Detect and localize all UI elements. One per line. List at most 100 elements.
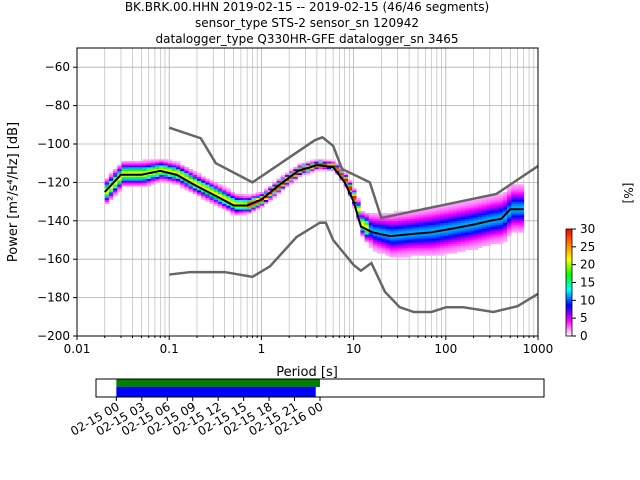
pdf-cell bbox=[406, 230, 411, 233]
pdf-cell bbox=[465, 241, 470, 245]
pdf-cell bbox=[460, 238, 466, 241]
pdf-cell bbox=[268, 195, 273, 199]
pdf-cell bbox=[226, 199, 231, 202]
pdf-cell bbox=[511, 228, 516, 231]
pdf-cell bbox=[452, 216, 458, 220]
pdf-cell bbox=[238, 209, 244, 212]
pdf-cell bbox=[477, 236, 483, 239]
pdf-cell bbox=[104, 193, 110, 197]
pdf-cell bbox=[511, 203, 516, 206]
pdf-cell bbox=[502, 205, 508, 208]
pdf-cell bbox=[356, 205, 361, 208]
pdf-cell bbox=[515, 216, 520, 220]
pdf-cell bbox=[410, 224, 416, 227]
colorbar-tick-label: 30 bbox=[580, 222, 595, 236]
pdf-cell bbox=[259, 193, 265, 197]
pdf-cell bbox=[104, 192, 110, 195]
pdf-cell bbox=[448, 240, 453, 243]
pdf-cell bbox=[444, 207, 449, 210]
pdf-cell bbox=[423, 224, 428, 227]
pdf-cell bbox=[419, 211, 424, 214]
pdf-cell bbox=[188, 180, 194, 183]
pdf-cell bbox=[414, 211, 420, 214]
pdf-cell bbox=[515, 184, 520, 187]
pdf-cell bbox=[435, 236, 441, 239]
pdf-cell bbox=[507, 224, 512, 227]
pdf-cell bbox=[146, 163, 152, 166]
pdf-cell bbox=[486, 211, 491, 214]
pdf-cell bbox=[398, 241, 403, 245]
pdf-cell bbox=[440, 234, 445, 237]
pdf-cell bbox=[469, 232, 474, 235]
pdf-cell bbox=[393, 220, 399, 224]
pdf-cell bbox=[414, 213, 420, 216]
pdf-cell bbox=[360, 216, 365, 220]
pdf-cell bbox=[507, 226, 512, 229]
pdf-cell bbox=[427, 251, 432, 254]
pdf-cell bbox=[465, 247, 470, 250]
pdf-cell bbox=[176, 168, 181, 172]
pdf-cell bbox=[352, 195, 357, 199]
pdf-cell bbox=[238, 201, 244, 204]
pdf-cell bbox=[519, 192, 525, 195]
pdf-cell bbox=[507, 201, 512, 204]
pdf-cell bbox=[184, 184, 189, 187]
pdf-cell bbox=[515, 193, 520, 197]
pdf-cell bbox=[444, 209, 449, 212]
pdf-cell bbox=[473, 220, 479, 224]
pdf-cell bbox=[159, 161, 164, 164]
pdf-cell bbox=[502, 226, 508, 229]
pdf-cell bbox=[398, 222, 403, 225]
pdf-cell bbox=[414, 253, 420, 256]
pdf-cell bbox=[163, 174, 168, 177]
pdf-cell bbox=[423, 230, 428, 233]
pdf-cell bbox=[192, 172, 198, 176]
pdf-cell bbox=[289, 172, 294, 176]
pdf-cell bbox=[205, 182, 210, 185]
pdf-cell bbox=[398, 243, 403, 247]
pdf-cell bbox=[377, 216, 382, 220]
pdf-cell bbox=[507, 186, 512, 189]
pdf-cell bbox=[452, 220, 458, 224]
pdf-cell bbox=[276, 182, 282, 185]
pdf-cell bbox=[159, 180, 164, 183]
pdf-cell bbox=[264, 190, 269, 193]
pdf-cell bbox=[259, 203, 265, 206]
pdf-cell bbox=[515, 203, 520, 206]
pdf-cell bbox=[494, 215, 500, 218]
pdf-cell bbox=[402, 238, 407, 241]
pdf-cell bbox=[481, 199, 487, 202]
pdf-cell bbox=[465, 228, 470, 231]
pdf-cell bbox=[460, 218, 466, 222]
pdf-cell bbox=[423, 234, 428, 237]
pdf-cell bbox=[163, 168, 168, 172]
pdf-cell bbox=[444, 241, 449, 245]
pdf-cell bbox=[368, 216, 374, 220]
pdf-cell bbox=[490, 220, 495, 224]
pdf-cell bbox=[427, 211, 432, 214]
pdf-cell bbox=[511, 213, 516, 216]
pdf-cell bbox=[477, 203, 483, 206]
pdf-cell bbox=[125, 180, 131, 183]
pdf-cell bbox=[259, 205, 265, 208]
pdf-cell bbox=[515, 201, 520, 204]
pdf-cell bbox=[490, 236, 495, 239]
pdf-cell bbox=[335, 167, 340, 170]
pdf-cell bbox=[410, 218, 416, 222]
pdf-cell bbox=[414, 238, 420, 241]
pdf-cell bbox=[381, 213, 386, 216]
pdf-cell bbox=[507, 197, 512, 200]
pdf-cell bbox=[368, 232, 374, 235]
pdf-cell bbox=[230, 199, 235, 202]
pdf-cell bbox=[368, 228, 374, 231]
pdf-cell bbox=[213, 190, 219, 193]
pdf-cell bbox=[410, 240, 416, 243]
pdf-cell bbox=[393, 241, 399, 245]
pdf-cell bbox=[406, 238, 411, 241]
pdf-cell bbox=[410, 230, 416, 233]
pdf-cell bbox=[502, 193, 508, 197]
pdf-cell bbox=[314, 159, 319, 162]
pdf-cell bbox=[469, 247, 474, 250]
pdf-cell bbox=[284, 180, 290, 183]
pdf-cell bbox=[393, 243, 399, 247]
